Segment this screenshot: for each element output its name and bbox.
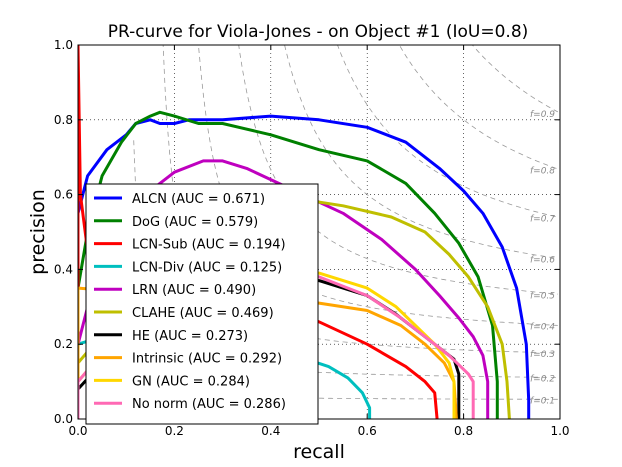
plot-frame [77, 44, 561, 420]
legend-label: ALCN (AUC = 0.671) [132, 192, 265, 207]
iso-f-curve [238, 45, 558, 295]
iso-f-curve [198, 47, 558, 326]
iso-f-label: f=0.5 [530, 291, 555, 301]
y-tick-label: 1.0 [54, 38, 73, 52]
iso-f-curve [104, 230, 558, 400]
chart-title: PR-curve for Viola-Jones - on Object #1 … [108, 22, 529, 42]
iso-f-curve [398, 45, 558, 170]
y-tick-label: 0.8 [54, 113, 73, 127]
series-line [78, 114, 531, 419]
iso-f-labels: f=0.9 f=0.8 f=0.7 f=0.6 f=0.5 f=0.4 f=0.3 f=0.2… [530, 110, 555, 406]
iso-f-label: f=0.3 [530, 350, 555, 360]
legend: ALCN (AUC = 0.671) DoG (AUC = 0.579) LCN-S… [85, 183, 319, 425]
y-tick-label: 0.2 [54, 337, 73, 351]
legend-label: LRN (AUC = 0.490) [132, 283, 256, 298]
x-tick-label: 0.4 [261, 424, 280, 438]
iso-f-label: f=0.7 [530, 215, 555, 225]
legend-label: LCN-Sub (AUC = 0.194) [132, 238, 286, 253]
legend-label: Intrinsic (AUC = 0.292) [132, 352, 282, 367]
iso-f-label: f=0.6 [530, 256, 555, 266]
x-tick-label: 0.6 [358, 424, 377, 438]
iso-f-label: f=0.1 [530, 396, 555, 406]
x-tick-label: 0.2 [165, 424, 184, 438]
iso-f-label: f=0.8 [530, 167, 555, 177]
x-tick-label: 0.8 [454, 424, 473, 438]
y-tick-label: 0.6 [54, 188, 73, 202]
legend-box [85, 183, 319, 425]
legend-label: LCN-Div (AUC = 0.125) [132, 260, 282, 275]
series-line [78, 110, 499, 419]
legend-label: DoG (AUC = 0.579) [132, 215, 258, 230]
iso-f-label: f=0.9 [530, 110, 555, 120]
iso-f-curve [284, 45, 558, 259]
y-tick-label: 0.4 [54, 262, 73, 276]
y-axis-label: precision [27, 189, 49, 275]
x-tick-label: 0.0 [68, 424, 87, 438]
iso-f-label: f=0.2 [530, 374, 555, 384]
iso-f-label: f=0.4 [530, 323, 555, 333]
legend-label: CLAHE (AUC = 0.469) [132, 306, 274, 321]
legend-label: HE (AUC = 0.273) [132, 329, 248, 344]
legend-label: No norm (AUC = 0.286) [132, 397, 286, 412]
x-axis-label: recall [293, 441, 345, 463]
iso-f-curve [471, 45, 558, 113]
iso-f-curve [337, 45, 558, 218]
legend-label: GN (AUC = 0.284) [132, 374, 250, 389]
x-tick-label: 1.0 [550, 424, 569, 438]
y-tick-label: 0.0 [54, 412, 73, 426]
